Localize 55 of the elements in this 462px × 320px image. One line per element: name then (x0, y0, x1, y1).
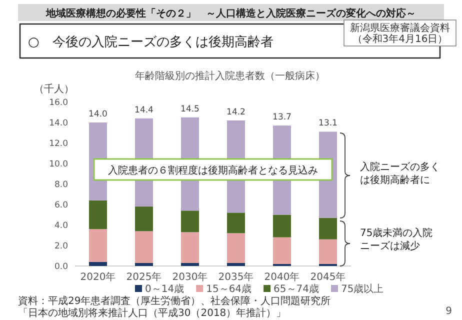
x-tick-label: 2020年 (80, 271, 116, 283)
total-label: 13.1 (318, 118, 338, 129)
total-label: 14.5 (180, 104, 200, 114)
text: ○ 今後の入院ニーズの多くは後期高齢者 (28, 34, 274, 50)
y-tick-label: 2.0 (54, 242, 68, 252)
annotation: 入院患者の６割程度は後期高齢者となる見込み (108, 164, 318, 176)
bar (319, 239, 337, 264)
x-tick-label: 2025年 (126, 271, 162, 283)
text: 入院ニーズの多く (360, 161, 440, 173)
bar (89, 229, 107, 262)
bar (135, 206, 153, 232)
text: （令和3年4月16日） (352, 33, 448, 45)
y-tick-label: 14.0 (49, 118, 68, 128)
bar (227, 212, 245, 234)
x-tick-label: 2030年 (172, 271, 208, 283)
y-tick-label: 16.0 (49, 98, 68, 108)
bar (227, 233, 245, 263)
text: 地域医療構想の必要性「その２」 ～人口構造と入院医療ニーズの変化への対応～ (45, 8, 416, 20)
text: は後期高齢者に (360, 174, 430, 186)
bar (135, 262, 153, 266)
bar (319, 218, 337, 240)
bar (273, 237, 291, 264)
text: 75歳未満の入院 (360, 227, 433, 239)
legend-label: 0～14歳 (145, 283, 184, 295)
legend-label: 65～74歳 (274, 283, 319, 295)
y-tick-label: 0.0 (54, 262, 68, 272)
y-tick-label: 12.0 (49, 139, 68, 149)
text: 新潟県医療審議会資料 (350, 22, 450, 34)
bar (227, 262, 245, 266)
total-label: 14.4 (134, 105, 154, 116)
y-axis-title: （千人） (34, 83, 74, 95)
text: 9 (446, 306, 452, 317)
text: 資料：平成29年患者調査（厚生労働省）、社会保障・人口問題研究所 (18, 295, 331, 307)
total-label: 14.0 (88, 110, 108, 120)
y-tick-label: 8.0 (54, 180, 68, 190)
chart-title: 年齢階級別の推計入院患者数（一般病床） (135, 70, 325, 82)
bar (181, 262, 199, 266)
y-tick-label: 10.0 (49, 160, 68, 170)
y-tick-label: 6.0 (54, 200, 68, 210)
bar (135, 231, 153, 263)
bar (181, 210, 199, 232)
bar (273, 214, 291, 238)
text: ニーズは減少 (360, 240, 420, 252)
bar (89, 200, 107, 230)
bar (89, 262, 107, 266)
text: 「日本の地域別将来推計人口（平成30（2018）年推計）」 (18, 307, 286, 319)
x-tick-label: 2045年 (310, 271, 346, 283)
x-tick-label: 2035年 (218, 271, 254, 283)
total-label: 13.7 (272, 112, 292, 123)
bar (181, 232, 199, 263)
y-tick-label: 4.0 (54, 221, 68, 231)
legend-label: 15～64歳 (206, 283, 252, 295)
legend-label: 75歳以上 (341, 283, 384, 295)
total-label: 14.2 (226, 107, 246, 118)
x-tick-label: 2040年 (264, 271, 300, 283)
